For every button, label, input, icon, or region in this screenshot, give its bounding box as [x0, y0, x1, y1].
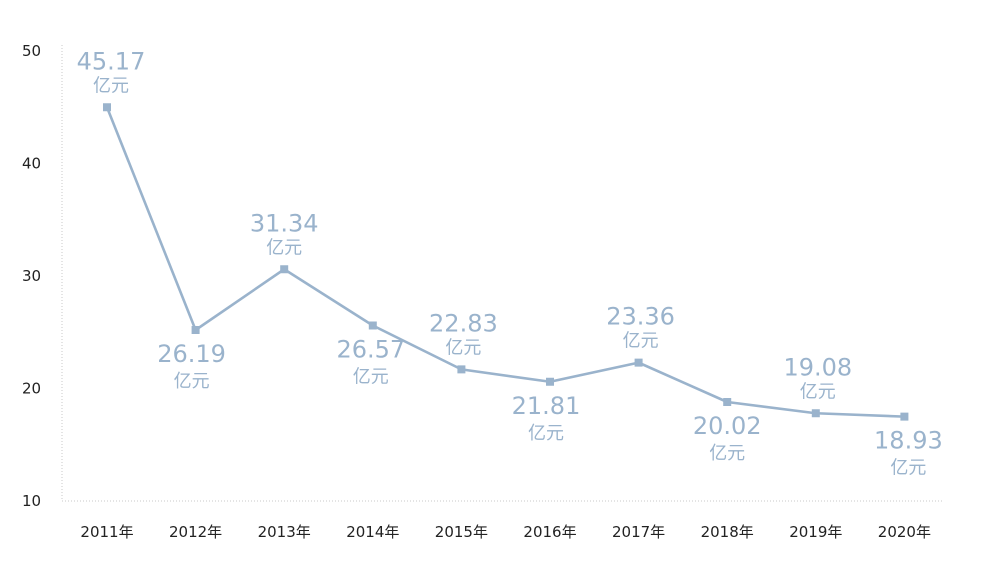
data-label-unit: 亿元 — [890, 458, 926, 479]
data-label-value: 31.34 — [250, 209, 319, 237]
data-label-unit: 亿元 — [709, 443, 745, 464]
data-point-marker — [457, 365, 466, 374]
data-point-marker — [723, 398, 732, 406]
data-label-value: 45.17 — [77, 47, 146, 75]
data-label-value: 20.02 — [693, 412, 762, 440]
x-tick-label: 2020年 — [878, 523, 931, 541]
y-tick-label: 50 — [22, 42, 41, 60]
data-label-unit: 亿元 — [353, 367, 389, 388]
x-tick-label: 2018年 — [701, 523, 754, 541]
y-tick-label: 20 — [22, 380, 41, 398]
data-point-marker — [191, 326, 200, 334]
data-label-value: 23.36 — [606, 303, 675, 331]
data-point-marker — [546, 377, 554, 386]
x-tick-label: 2013年 — [258, 523, 311, 541]
data-label-unit: 亿元 — [528, 423, 564, 444]
data-label-unit: 亿元 — [623, 331, 659, 352]
data-point-marker — [900, 412, 909, 421]
data-label-value: 19.08 — [783, 353, 852, 381]
data-label-value: 26.57 — [336, 336, 405, 364]
data-label-unit: 亿元 — [800, 381, 836, 402]
data-label-value: 26.19 — [157, 340, 226, 368]
data-label-unit: 亿元 — [266, 237, 302, 258]
data-label-unit: 亿元 — [445, 337, 481, 358]
y-tick-label: 10 — [22, 492, 41, 510]
x-tick-label: 2015年 — [435, 523, 488, 541]
x-tick-label: 2019年 — [789, 523, 842, 541]
y-tick-label: 40 — [22, 155, 41, 173]
y-tick-label: 30 — [22, 267, 41, 285]
data-point-marker — [280, 265, 289, 274]
data-label-value: 18.93 — [874, 427, 943, 455]
data-label-value: 22.83 — [429, 309, 498, 337]
series-line — [105, 106, 905, 418]
data-label-unit: 亿元 — [174, 371, 210, 392]
x-tick-label: 2014年 — [346, 523, 399, 541]
data-label-value: 21.81 — [512, 392, 581, 420]
data-point-marker — [368, 321, 377, 330]
data-point-marker — [811, 409, 820, 418]
data-label-unit: 亿元 — [93, 75, 129, 96]
x-tick-label: 2016年 — [523, 523, 576, 541]
data-point-marker — [103, 103, 111, 112]
x-tick-label: 2012年 — [169, 523, 222, 541]
x-tick-label: 2011年 — [80, 523, 133, 541]
x-tick-label: 2017年 — [612, 523, 665, 541]
data-point-marker — [634, 358, 643, 367]
